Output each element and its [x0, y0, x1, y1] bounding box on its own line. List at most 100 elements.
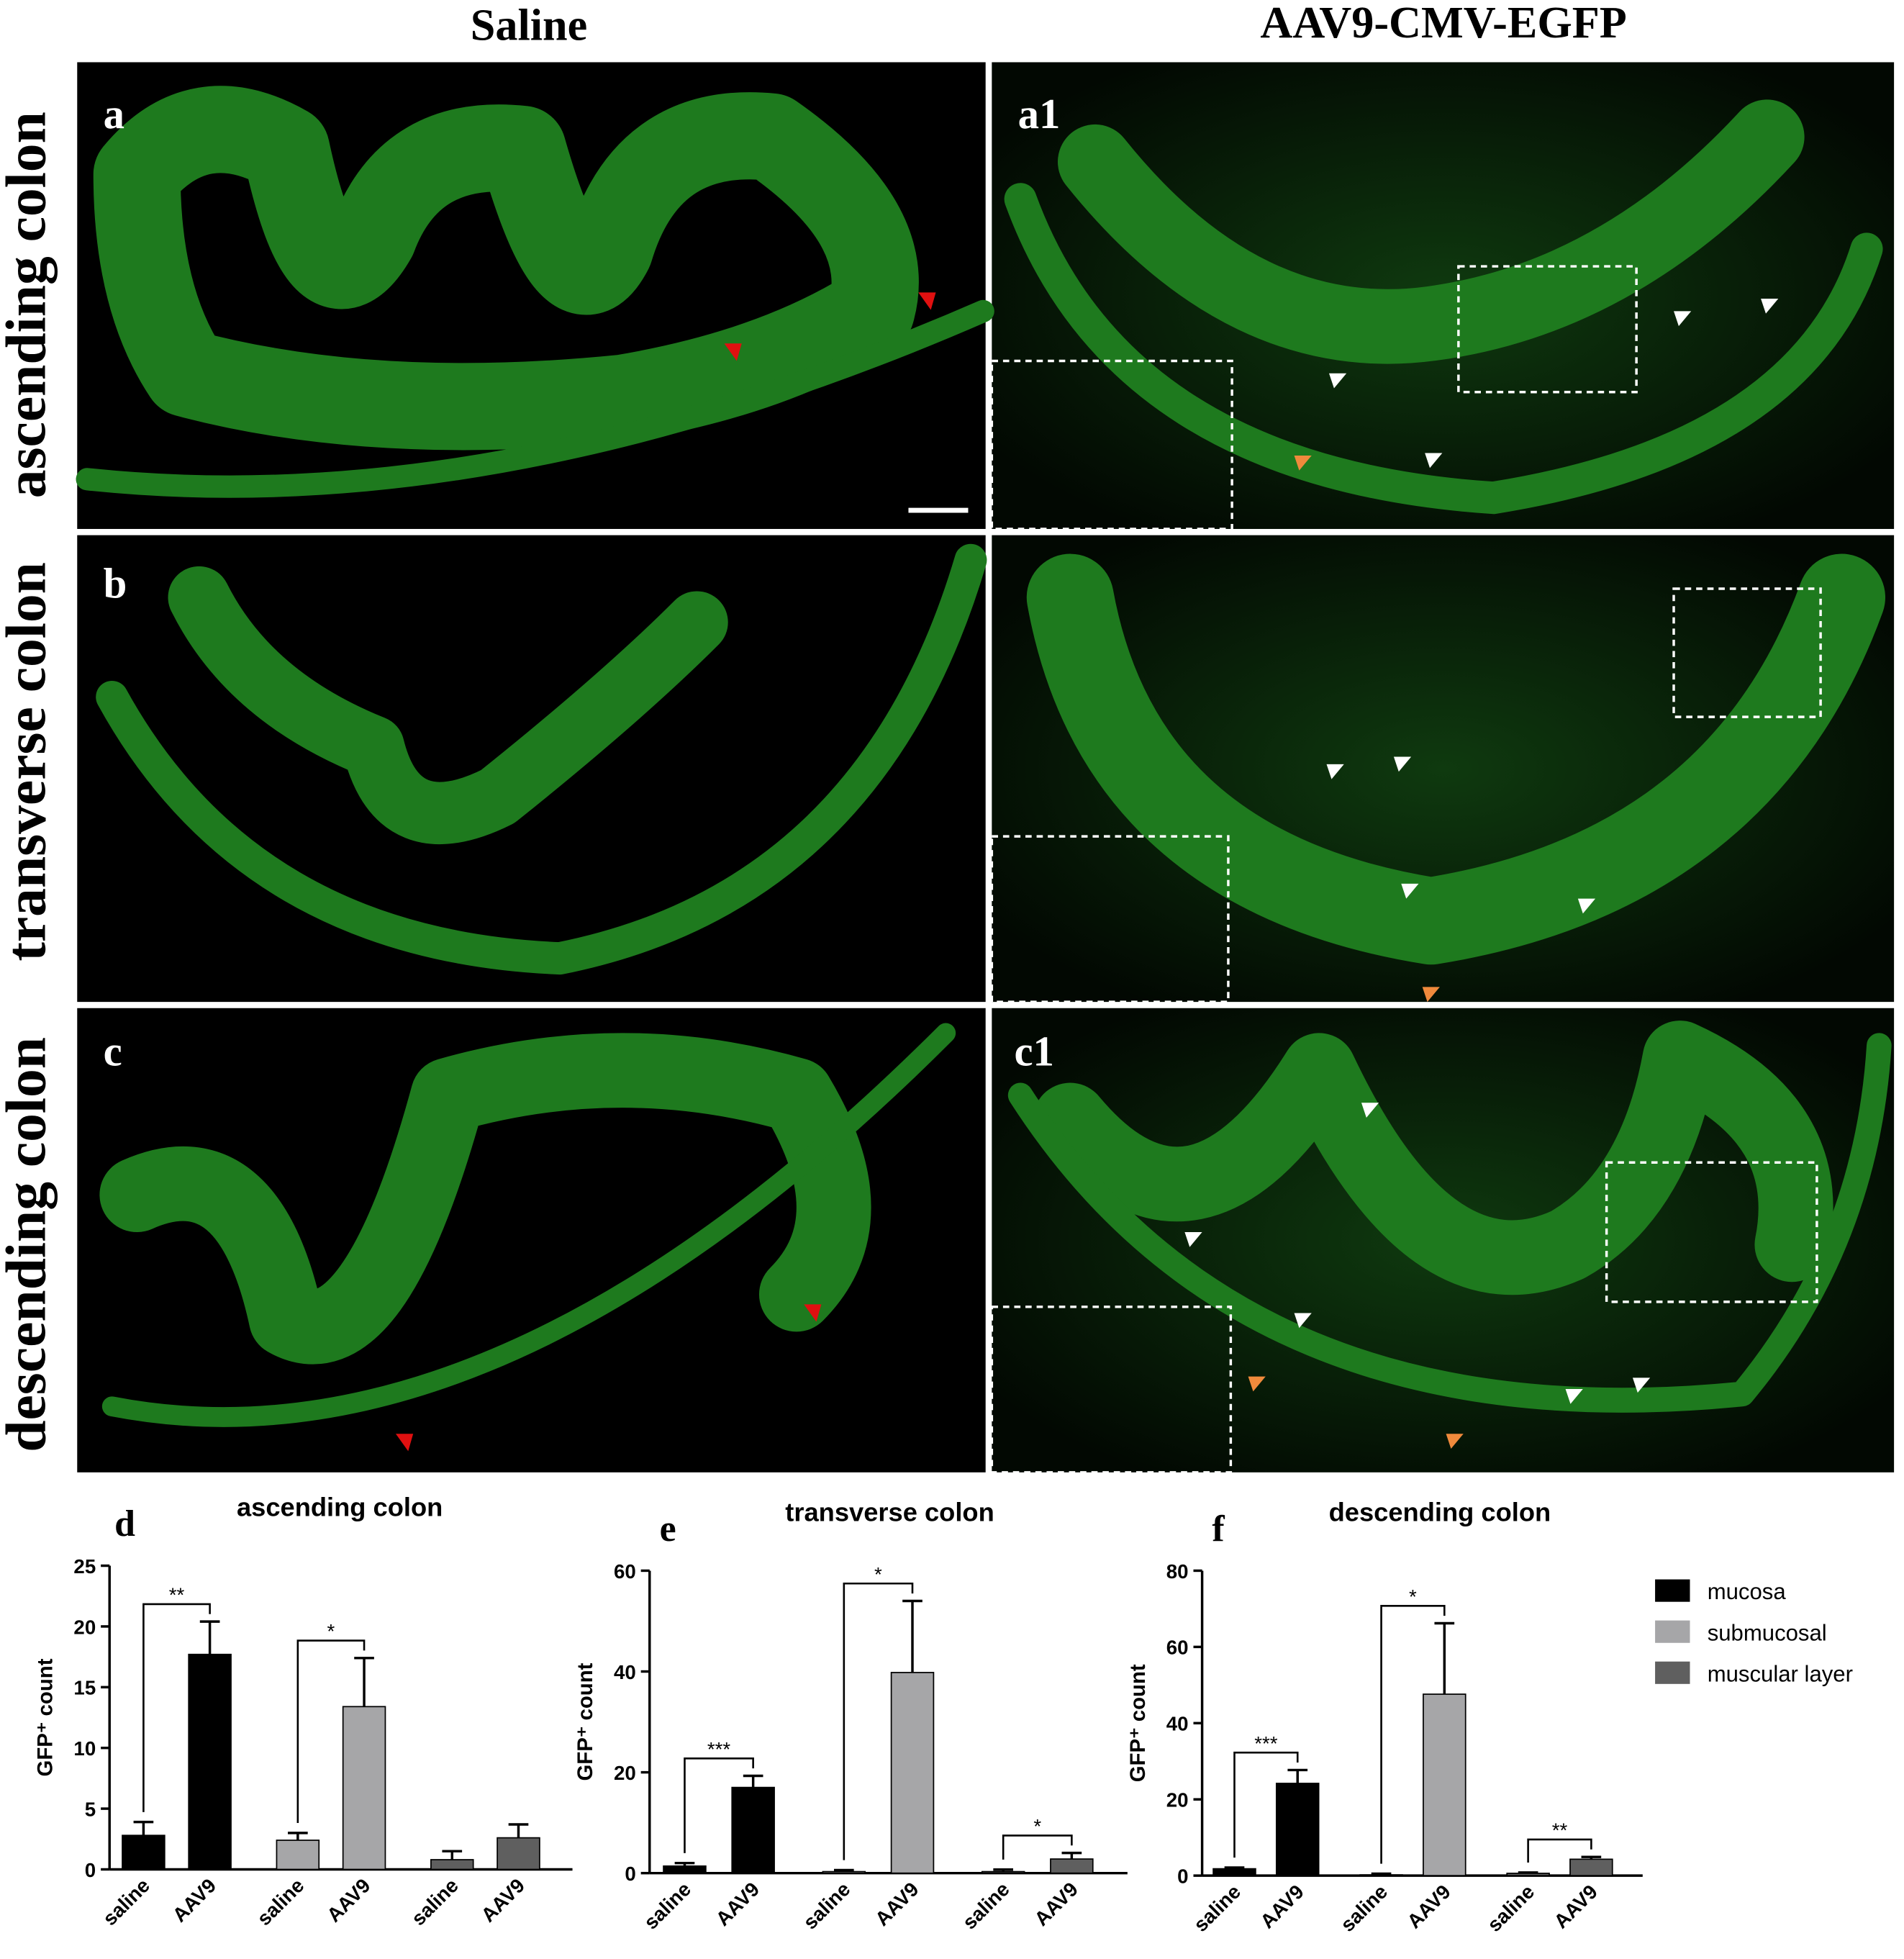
x-tick-label: AAV9 [1030, 1878, 1082, 1930]
significance-label: * [874, 1563, 882, 1585]
y-tick-label: 60 [1166, 1637, 1189, 1659]
significance-label: * [1409, 1585, 1417, 1608]
x-tick-label: saline [1336, 1881, 1392, 1936]
tissue [1026, 553, 1886, 965]
tissue [76, 299, 994, 498]
legend-label: muscular layer [1708, 1661, 1853, 1686]
significance-bracket [1233, 1751, 1299, 1858]
y-axis-label: GFP⁺ count [34, 1658, 58, 1776]
y-axis-label: GFP⁺ count [1126, 1664, 1150, 1782]
bar [663, 1865, 707, 1874]
tissue [93, 86, 919, 451]
legend-label: mucosa [1708, 1579, 1787, 1604]
x-tick-label: AAV9 [1256, 1881, 1308, 1933]
y-tick-label: 40 [1166, 1713, 1189, 1735]
tissue [96, 543, 987, 975]
panel-label: f [1212, 1508, 1225, 1549]
x-tick-label: AAV9 [1402, 1881, 1455, 1933]
tissue [1007, 1033, 1892, 1413]
bar [1275, 1783, 1320, 1876]
row-label: ascending colon [0, 112, 58, 498]
bar [1050, 1858, 1094, 1874]
arrows [1248, 455, 1464, 1449]
x-tick-label: AAV9 [871, 1878, 923, 1930]
significance-label: ** [169, 1583, 185, 1606]
y-tick-label: 20 [614, 1762, 636, 1784]
legend-swatch [1655, 1620, 1690, 1643]
bar [430, 1859, 474, 1870]
tissue [1004, 183, 1883, 515]
y-tick-label: 0 [85, 1859, 96, 1881]
significance-label: *** [1254, 1732, 1278, 1755]
inset [990, 359, 1233, 530]
y-tick-label: 0 [625, 1863, 635, 1885]
panel-label: d [114, 1503, 135, 1544]
arrows [1184, 299, 1779, 1404]
bar [1569, 1858, 1613, 1876]
y-tick-label: 25 [73, 1555, 96, 1578]
tissue [1033, 1021, 1833, 1295]
significance-label: * [1033, 1815, 1041, 1837]
bar [188, 1653, 232, 1870]
chart-title: descending colon [1329, 1497, 1551, 1526]
bar [1212, 1868, 1256, 1876]
y-tick-label: 10 [73, 1737, 96, 1760]
bar [1423, 1693, 1466, 1876]
tissue [1057, 99, 1805, 364]
x-tick-label: saline [99, 1874, 154, 1929]
y-tick-label: 20 [73, 1616, 96, 1638]
y-tick-label: 0 [1177, 1865, 1188, 1888]
bar [342, 1706, 386, 1870]
panel-label: b [104, 560, 127, 607]
chart-title: ascending colon [237, 1492, 443, 1521]
significance-bracket [684, 1757, 754, 1853]
column-header: Saline [471, 1, 588, 50]
row-label: transverse colon [0, 562, 58, 962]
y-tick-label: 20 [1166, 1789, 1189, 1811]
tissue [101, 1023, 956, 1427]
bar [890, 1672, 935, 1874]
bar [1506, 1873, 1550, 1876]
x-tick-label: AAV9 [476, 1874, 529, 1927]
x-tick-label: AAV9 [168, 1874, 221, 1927]
bar [981, 1870, 1025, 1874]
x-tick-label: AAV9 [712, 1878, 764, 1930]
x-tick-label: saline [640, 1878, 695, 1933]
panel-label: e [660, 1508, 676, 1549]
inset-box [1605, 1161, 1818, 1303]
bar [731, 1786, 775, 1874]
micrographs [76, 62, 1895, 1474]
significance-bracket [142, 1603, 211, 1812]
x-tick-label: saline [1189, 1881, 1245, 1936]
chart-title: transverse colon [785, 1497, 994, 1526]
y-tick-label: 60 [614, 1560, 636, 1583]
significance-bracket [1380, 1605, 1446, 1864]
significance-label: * [327, 1620, 335, 1642]
y-tick-label: 5 [85, 1798, 96, 1820]
x-tick-label: saline [253, 1874, 308, 1929]
panel-label: c1 [1014, 1028, 1053, 1074]
significance-label: ** [1552, 1819, 1568, 1842]
panel-label: a [104, 91, 124, 137]
inset-box [1457, 265, 1638, 394]
x-tick-label: AAV9 [1549, 1881, 1602, 1933]
row-label: descending colon [0, 1037, 58, 1452]
arrows [395, 292, 936, 1452]
bar [276, 1840, 320, 1870]
x-tick-label: AAV9 [322, 1874, 375, 1927]
panel-label: a1 [1018, 91, 1061, 137]
significance-bracket [843, 1582, 914, 1860]
y-tick-label: 80 [1166, 1560, 1189, 1583]
bar [822, 1870, 866, 1874]
bar [1359, 1874, 1403, 1876]
x-tick-label: saline [1483, 1881, 1538, 1936]
y-tick-label: 15 [73, 1677, 96, 1699]
significance-bracket [296, 1639, 366, 1824]
x-tick-label: saline [958, 1878, 1013, 1933]
inset [990, 835, 1230, 1003]
inset-box [1672, 587, 1822, 718]
x-tick-label: saline [407, 1874, 463, 1929]
significance-bracket [1002, 1834, 1073, 1860]
legend-swatch [1655, 1579, 1690, 1602]
